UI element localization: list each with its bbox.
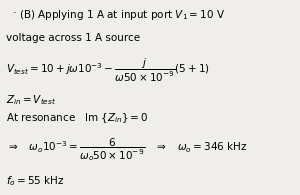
Text: At resonance   Im $\{Z_{in}\} = 0$: At resonance Im $\{Z_{in}\} = 0$ bbox=[6, 111, 148, 125]
Text: $f_o = 55$ kHz: $f_o = 55$ kHz bbox=[6, 174, 64, 188]
Text: $Z_{in} = V_{test}$: $Z_{in} = V_{test}$ bbox=[6, 94, 56, 107]
Text: ·: · bbox=[13, 8, 16, 18]
Text: voltage across 1 A source: voltage across 1 A source bbox=[6, 33, 140, 43]
Text: $V_{test} = 10 + j\omega10^{-3} - \dfrac{j}{\omega50 \times 10^{-9}}(5+1)$: $V_{test} = 10 + j\omega10^{-3} - \dfrac… bbox=[6, 57, 210, 84]
Text: $\Rightarrow \quad \omega_o 10^{-3} = \dfrac{6}{\omega_o 50 \times 10^{-9}} \qua: $\Rightarrow \quad \omega_o 10^{-3} = \d… bbox=[6, 136, 247, 163]
Text: (B) Applying 1 A at input port $V_1 = 10$ V: (B) Applying 1 A at input port $V_1 = 10… bbox=[6, 8, 225, 22]
